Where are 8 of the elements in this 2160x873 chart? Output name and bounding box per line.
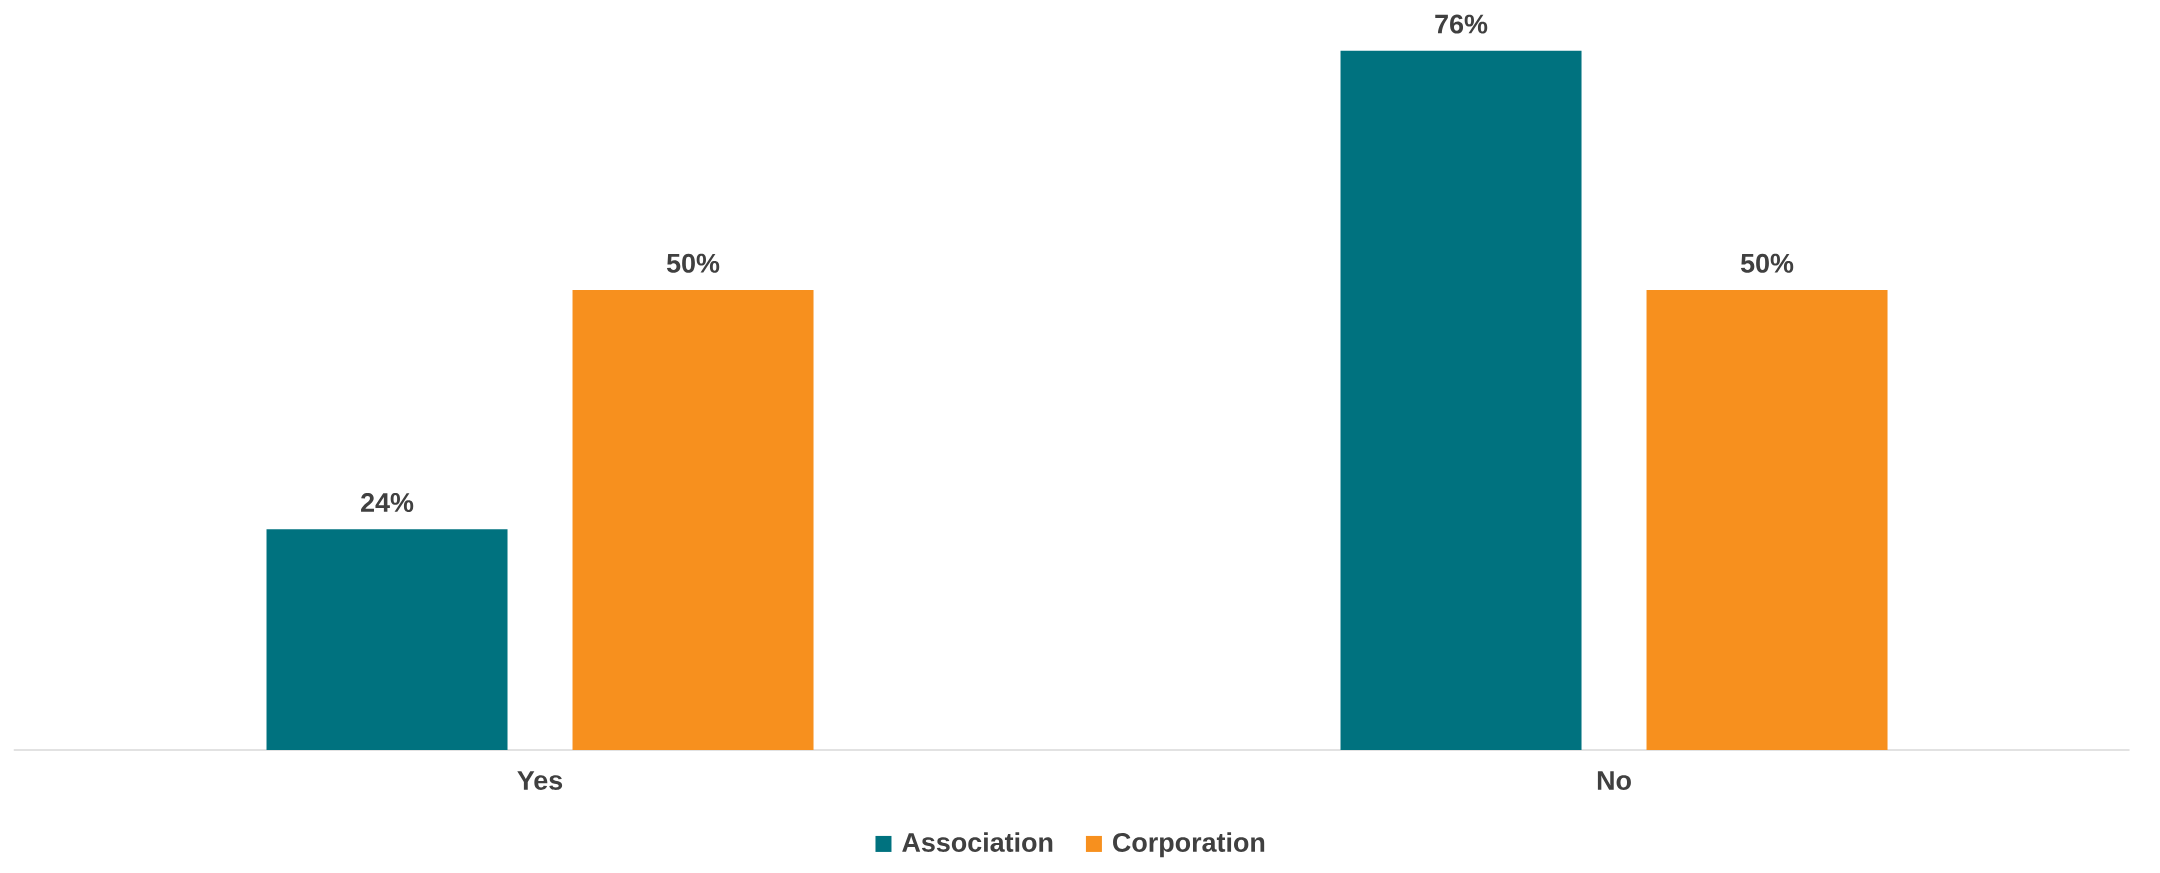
data-label: 76%: [1435, 14, 1488, 34]
x-tick-label: No: [1597, 771, 1631, 790]
legend-label: Association: [902, 832, 1053, 852]
data-label: 50%: [666, 253, 720, 273]
data-label: 50%: [1740, 253, 1794, 273]
legend-label: Corporation: [1113, 832, 1265, 858]
x-tick-label: Yes: [517, 771, 563, 790]
data-label: 24%: [361, 493, 414, 513]
